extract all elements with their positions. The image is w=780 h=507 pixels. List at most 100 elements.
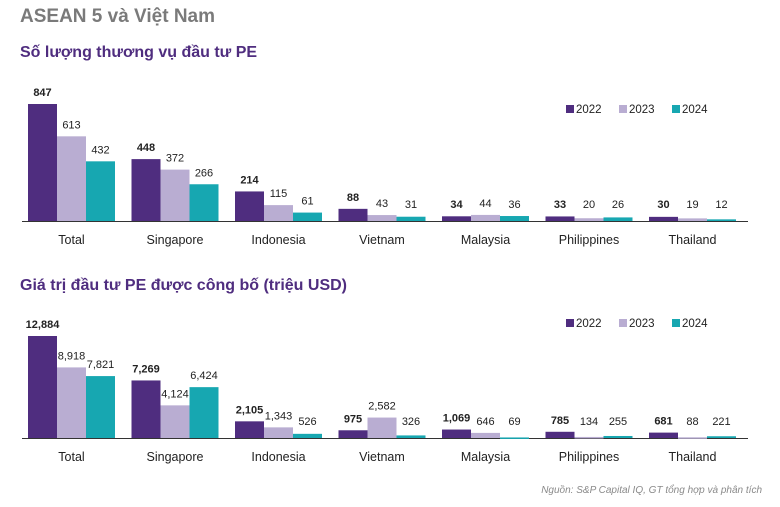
data-label: 12 xyxy=(715,199,727,211)
bar-2022-singapore xyxy=(131,380,161,438)
bar-2023-vietnam xyxy=(367,417,397,438)
bar-2022-philippines xyxy=(545,216,575,221)
bar-2024-singapore xyxy=(189,184,219,221)
bar-2024-thailand xyxy=(707,219,736,221)
legend-label-2023: 2023 xyxy=(629,104,655,116)
category-label: Philippines xyxy=(559,450,619,464)
data-label: 221 xyxy=(712,416,730,428)
bar-2022-total xyxy=(28,336,57,438)
bar-2023-malaysia xyxy=(471,432,500,438)
source-note: Nguồn: S&P Capital IQ, GT tổng hợp và ph… xyxy=(541,485,762,496)
legend-swatch-2024 xyxy=(672,105,680,113)
data-label: 2,105 xyxy=(236,404,264,416)
data-label: 19 xyxy=(686,199,698,211)
bar-2023-total xyxy=(57,367,86,438)
bar-2022-thailand xyxy=(649,432,678,438)
legend-label-2024: 2024 xyxy=(682,104,708,116)
bar-2023-thailand xyxy=(678,218,707,221)
category-label: Thailand xyxy=(669,450,717,464)
bar-2024-thailand xyxy=(707,436,736,438)
bar-2022-malaysia xyxy=(442,216,471,221)
legend-swatch-2024 xyxy=(672,319,680,327)
bar-2023-philippines xyxy=(574,218,604,221)
bar-2023-singapore xyxy=(160,405,190,438)
chart-1-title: Số lượng thương vụ đầu tư PE xyxy=(20,44,258,61)
data-label: 26 xyxy=(612,199,624,211)
data-label: 4,124 xyxy=(161,388,189,400)
data-label: 1,069 xyxy=(443,413,471,425)
data-label: 266 xyxy=(195,167,213,179)
bar-2023-malaysia xyxy=(471,214,500,221)
data-label: 6,424 xyxy=(190,370,218,382)
bar-2022-philippines xyxy=(545,431,575,438)
bar-2024-indonesia xyxy=(293,433,322,438)
legend-label-2022: 2022 xyxy=(576,104,602,116)
data-label: 134 xyxy=(580,416,598,428)
data-label: 69 xyxy=(508,416,520,428)
data-label: 326 xyxy=(402,416,420,428)
bar-2024-vietnam xyxy=(396,216,426,221)
category-label: Vietnam xyxy=(359,233,405,247)
category-label: Indonesia xyxy=(251,233,305,247)
bar-2022-vietnam xyxy=(338,430,368,438)
bar-2024-philippines xyxy=(603,217,633,221)
category-label: Singapore xyxy=(147,450,204,464)
data-label: 681 xyxy=(654,416,672,428)
legend-swatch-2022 xyxy=(566,319,574,327)
data-label: 36 xyxy=(508,199,520,211)
data-label: 12,884 xyxy=(26,319,61,331)
bar-2022-thailand xyxy=(649,216,678,221)
bar-2022-malaysia xyxy=(442,429,471,438)
data-label: 975 xyxy=(344,413,362,425)
bar-2022-indonesia xyxy=(235,191,264,221)
page-title: ASEAN 5 và Việt Nam xyxy=(20,6,216,27)
bar-2024-indonesia xyxy=(293,212,322,221)
legend-swatch-2023 xyxy=(619,105,627,113)
bar-2024-singapore xyxy=(189,387,219,438)
category-label: Malaysia xyxy=(461,450,510,464)
category-label: Thailand xyxy=(669,233,717,247)
data-label: 20 xyxy=(583,199,595,211)
data-label: 785 xyxy=(551,415,569,427)
category-label: Total xyxy=(58,233,84,247)
legend-swatch-2023 xyxy=(619,319,627,327)
category-label: Malaysia xyxy=(461,233,510,247)
bar-2023-vietnam xyxy=(367,215,397,221)
legend-label-2023: 2023 xyxy=(629,318,655,330)
data-label: 31 xyxy=(405,199,417,211)
bar-2023-thailand xyxy=(678,437,707,439)
category-label: Vietnam xyxy=(359,450,405,464)
category-label: Singapore xyxy=(147,233,204,247)
category-label: Philippines xyxy=(559,233,619,247)
data-label: 30 xyxy=(657,199,669,211)
bar-2022-singapore xyxy=(131,159,161,221)
data-label: 88 xyxy=(686,416,698,428)
data-label: 214 xyxy=(240,174,259,186)
bar-2022-total xyxy=(28,104,57,221)
data-label: 372 xyxy=(166,153,184,165)
data-label: 1,343 xyxy=(265,410,293,422)
data-label: 44 xyxy=(479,198,491,210)
bar-2024-philippines xyxy=(603,435,633,438)
legend-label-2024: 2024 xyxy=(682,318,708,330)
data-label: 33 xyxy=(554,199,566,211)
data-label: 61 xyxy=(301,196,313,208)
category-label: Total xyxy=(58,450,84,464)
bar-2023-indonesia xyxy=(264,205,293,221)
data-label: 847 xyxy=(33,87,51,99)
legend-label-2022: 2022 xyxy=(576,318,602,330)
bar-2024-total xyxy=(86,376,115,438)
category-label: Indonesia xyxy=(251,450,305,464)
bar-2024-malaysia xyxy=(500,216,529,221)
bar-2023-total xyxy=(57,136,86,221)
data-label: 34 xyxy=(450,199,463,211)
bar-2022-vietnam xyxy=(338,208,368,221)
bar-2023-indonesia xyxy=(264,427,293,438)
data-label: 2,582 xyxy=(368,401,396,413)
data-label: 448 xyxy=(137,142,155,154)
bar-2024-total xyxy=(86,161,115,221)
data-label: 646 xyxy=(476,416,494,428)
data-label: 613 xyxy=(62,119,80,131)
bar-2023-philippines xyxy=(574,436,604,439)
